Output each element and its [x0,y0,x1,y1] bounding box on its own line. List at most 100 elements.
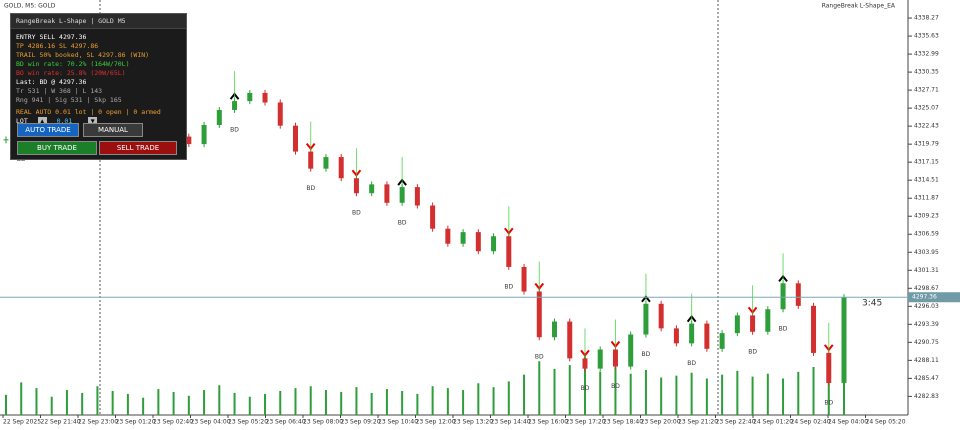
candle-body [612,349,618,367]
window-tab: GOLD, M5: GOLD [4,3,56,10]
time-label: 22 Sep 2025 [3,419,41,426]
candle-body [597,349,603,369]
volume-bar [111,391,114,415]
time-label: 23 Sep 22:40 [716,419,756,426]
buy-button[interactable]: BUY TRADE [17,141,97,155]
candle-body [3,139,9,141]
candle-body [567,321,573,359]
volume-bar [187,395,190,415]
candle-body [338,157,344,179]
ea-name: RangeBreak L-Shape_EA [822,3,896,10]
candle-body [399,187,405,203]
volume-bar [583,356,586,415]
volume-bar [50,396,53,415]
volume-bar [203,390,206,415]
candle-body [430,205,436,229]
volume-bar [340,391,343,415]
panel-title: RangeBreak L-Shape | GOLD M5 [11,14,186,29]
candle-body [353,178,359,194]
candle-body [734,315,740,334]
price-label: 4306.59 [914,231,939,238]
candle-body [536,291,542,338]
volume-bar [157,389,160,415]
time-label: 23 Sep 02:40 [153,419,193,426]
panel-line: TP 4286.16 SL 4297.86 [16,42,99,50]
candle-body [491,236,497,252]
volume-bar [766,373,769,415]
volume-bar [370,392,373,415]
volume-bar [797,371,800,415]
volume-bar [233,392,236,415]
signal-label: BD [306,185,315,192]
time-label: 22 Sep 23:00 [78,419,118,426]
lot-up[interactable]: ▲ [37,117,47,125]
price-label: 4322.43 [914,123,939,130]
price-label: 4298.67 [914,285,939,292]
price-label: 4335.63 [914,33,939,40]
volume-bar [507,381,510,415]
volume-bar [279,391,282,415]
current-price-box [908,292,960,303]
volume-bar [675,375,678,415]
candle-body [552,321,558,338]
signal-label: BD [779,326,788,333]
auto-trade-button[interactable]: AUTO TRADE [17,123,79,137]
volume-bar [20,382,23,415]
ea-panel: RangeBreak L-Shape | GOLD M5 ENTRY SELL … [10,13,187,160]
price-label: 4311.87 [914,195,939,202]
lot-label: LOT [16,117,28,125]
candle-body [262,92,268,103]
time-label: 24 Sep 04:00 [828,419,868,426]
volume-bar [5,394,7,415]
volume-bar [446,388,449,415]
candle-body [643,303,649,335]
price-label: 4319.79 [914,141,939,148]
lot-down[interactable]: ▼ [88,117,98,125]
candle-body [414,187,420,206]
panel-line: BD win rate: 70.2% (164W/70L) [16,60,130,68]
sell-button[interactable]: SELL TRADE [99,141,177,155]
price-label: 4330.35 [914,69,939,76]
volume-bar [248,396,251,415]
candle-body [369,184,375,194]
time-label: 23 Sep 01:20 [116,419,156,426]
volume-bar [96,386,99,415]
time-label: 23 Sep 10:40 [378,419,418,426]
candle-body [826,352,832,383]
volume-bar [843,365,845,415]
signal-label: BD [611,383,620,390]
time-label: 23 Sep 17:20 [566,419,606,426]
price-label: 4314.51 [914,177,939,184]
candle-body [460,232,466,244]
volume-bar [721,374,724,415]
signal-label: BD [504,283,513,290]
signal-label: BD [687,360,696,367]
price-label: 4290.75 [914,339,939,346]
time-label: 23 Sep 16:00 [528,419,568,426]
volume-bar [264,393,267,415]
panel-line: Rng 941 | Sig 531 | Skp 165 [16,96,122,104]
candle-body [765,309,771,332]
candle-body [232,101,238,110]
bar-countdown: 3:45 [862,299,882,309]
volume-bar [553,368,556,415]
volume-bar [827,361,830,415]
volume-bar [324,390,327,415]
volume-bar [523,374,526,415]
volume-bar [142,397,145,415]
volume-bar [477,383,480,415]
time-label: 23 Sep 09:20 [341,419,381,426]
time-label: 23 Sep 21:20 [678,419,718,426]
candle-body [780,283,786,310]
volume-bar [705,378,708,415]
price-label: 4301.31 [914,267,939,274]
candle-body [582,358,588,369]
time-label: 24 Sep 02:40 [791,419,831,426]
volume-bar [294,388,297,415]
candle-body [673,328,679,344]
manual-button[interactable]: MANUAL [83,123,143,137]
price-label: 4293.39 [914,321,939,328]
volume-bar [309,386,312,415]
panel-line: Tr 531 | W 368 | L 143 [16,87,103,95]
